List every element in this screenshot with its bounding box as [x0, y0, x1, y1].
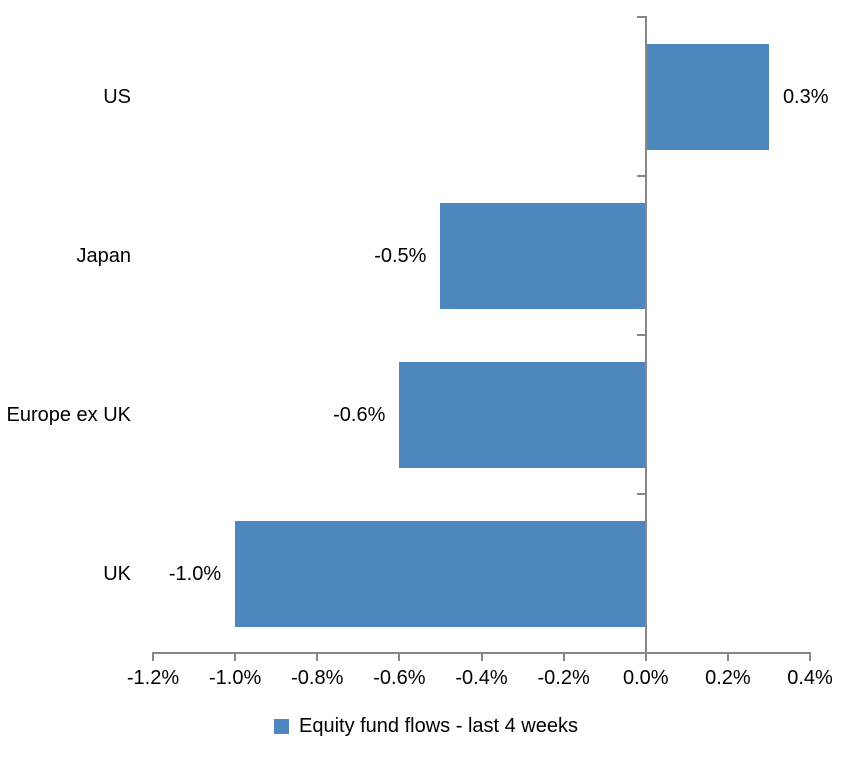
x-axis-tick — [809, 653, 811, 661]
x-axis-tick-label: -1.2% — [126, 667, 180, 689]
x-axis-tick-label: -1.0% — [209, 667, 262, 689]
x-axis-tick-label: 0.2% — [705, 667, 751, 689]
x-axis-tick — [562, 653, 565, 661]
x-axis-line — [152, 652, 811, 654]
legend-swatch — [273, 718, 289, 734]
legend: Equity fund flows - last 4 weeks — [0, 714, 852, 738]
x-axis-tick — [398, 653, 401, 661]
x-axis-tick — [726, 653, 729, 661]
value-label-uk: -1.0% — [168, 562, 222, 585]
y-axis-tick — [636, 16, 646, 18]
x-axis-tick-label: -0.6% — [373, 667, 426, 689]
y-axis-tick — [636, 493, 646, 495]
x-axis-tick-label: -0.4% — [455, 667, 508, 689]
category-label-us: US — [103, 85, 131, 108]
value-label-europe-ex-uk: -0.6% — [333, 403, 386, 426]
x-axis-tick-label: 0.0% — [622, 667, 669, 689]
legend-label: Equity fund flows - last 4 weeks — [298, 715, 578, 737]
y-axis-tick — [636, 334, 646, 336]
category-label-japan: Japan — [76, 244, 132, 267]
bar-us — [645, 43, 769, 150]
bar-uk — [235, 520, 646, 627]
value-label-us: 0.3% — [782, 85, 829, 108]
value-label-japan: -0.5% — [374, 244, 427, 267]
y-axis-zero-line — [644, 16, 647, 661]
bar-europe-ex-uk — [399, 361, 646, 468]
x-axis-tick-label: -0.8% — [291, 667, 344, 689]
x-axis-tick — [152, 653, 154, 661]
y-axis-tick — [636, 175, 646, 177]
x-axis-tick-label: -0.2% — [537, 667, 590, 689]
x-axis-tick-label: 0.4% — [787, 667, 833, 689]
bar-japan — [440, 202, 646, 309]
x-axis-tick — [316, 653, 319, 661]
x-axis-tick — [480, 653, 483, 661]
category-label-europe-ex-uk: Europe ex UK — [6, 403, 131, 426]
x-axis-tick — [234, 653, 237, 661]
category-label-uk: UK — [103, 562, 131, 585]
